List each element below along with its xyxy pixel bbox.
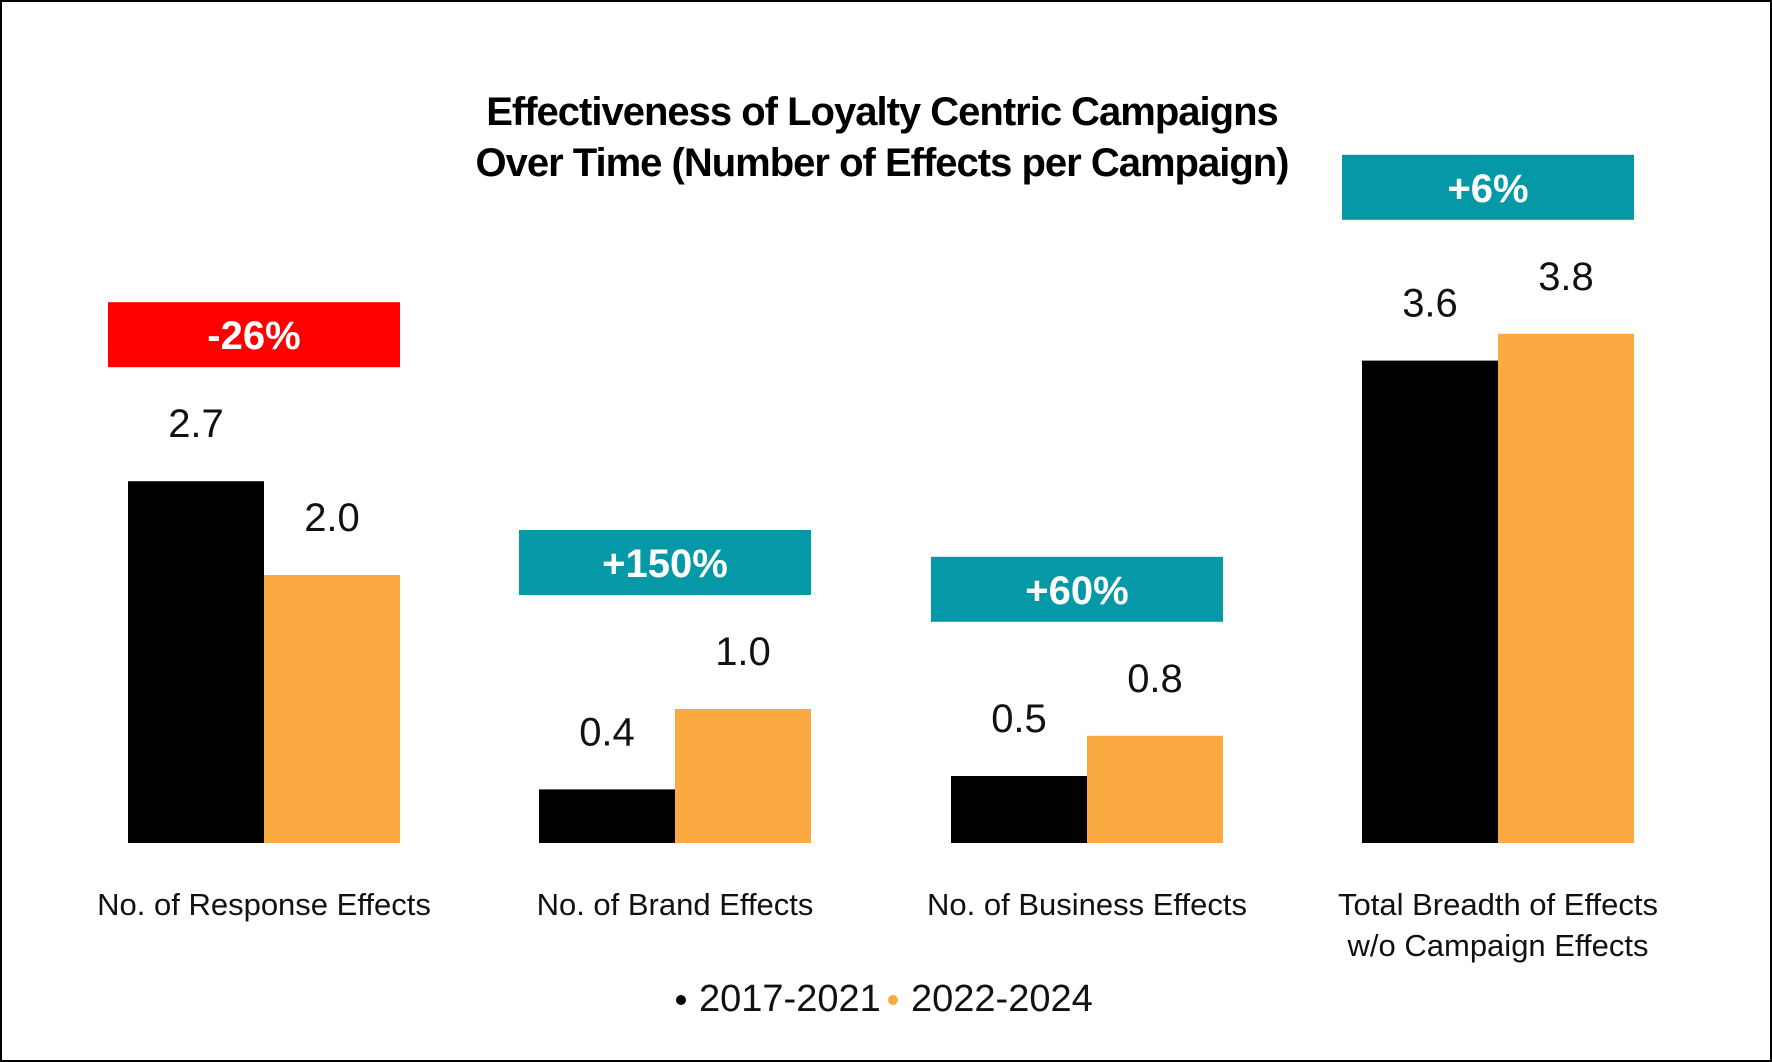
bar-2022-2024 [675,709,811,843]
category-label: w/o Campaign Effects [1347,928,1649,963]
legend-label: 2022-2024 [911,978,1093,1020]
legend-marker [888,995,898,1005]
data-label: 0.5 [991,697,1047,741]
bar-2017-2021 [951,776,1087,843]
data-label: 0.8 [1127,657,1183,701]
bar-2017-2021 [539,789,675,843]
data-label: 3.6 [1402,282,1458,326]
legend-label: 2017-2021 [699,978,881,1020]
bar-2022-2024 [264,575,400,843]
bar-2017-2021 [128,481,264,843]
data-label: 0.4 [579,710,635,754]
data-label: 1.0 [715,630,771,674]
change-badge-text: +60% [1025,569,1128,613]
bar-2022-2024 [1498,333,1634,843]
data-label: 3.8 [1538,255,1594,299]
change-badge-text: +150% [602,542,728,586]
bar-2017-2021 [1362,360,1498,843]
change-badge [519,530,811,595]
data-label: 2.0 [304,496,360,540]
category-label: Total Breadth of Effects [1338,887,1658,922]
chart-title-line-2: Over Time (Number of Effects per Campaig… [476,141,1289,185]
data-label: 2.7 [168,402,224,446]
change-badge [108,302,400,368]
legend: 2017-2021 2022-2024 [676,978,1093,1020]
legend-marker [676,995,686,1005]
category-label: No. of Brand Effects [537,887,814,922]
change-badge-text: -26% [207,314,300,358]
chart-title-line-1: Effectiveness of Loyalty Centric Campaig… [486,90,1278,134]
category-label: No. of Business Effects [927,887,1247,922]
change-badge [931,556,1223,622]
change-badge-text: +6% [1447,167,1528,211]
category-label: No. of Response Effects [97,887,431,922]
change-badge [1342,154,1634,220]
bar-2022-2024 [1087,735,1223,843]
